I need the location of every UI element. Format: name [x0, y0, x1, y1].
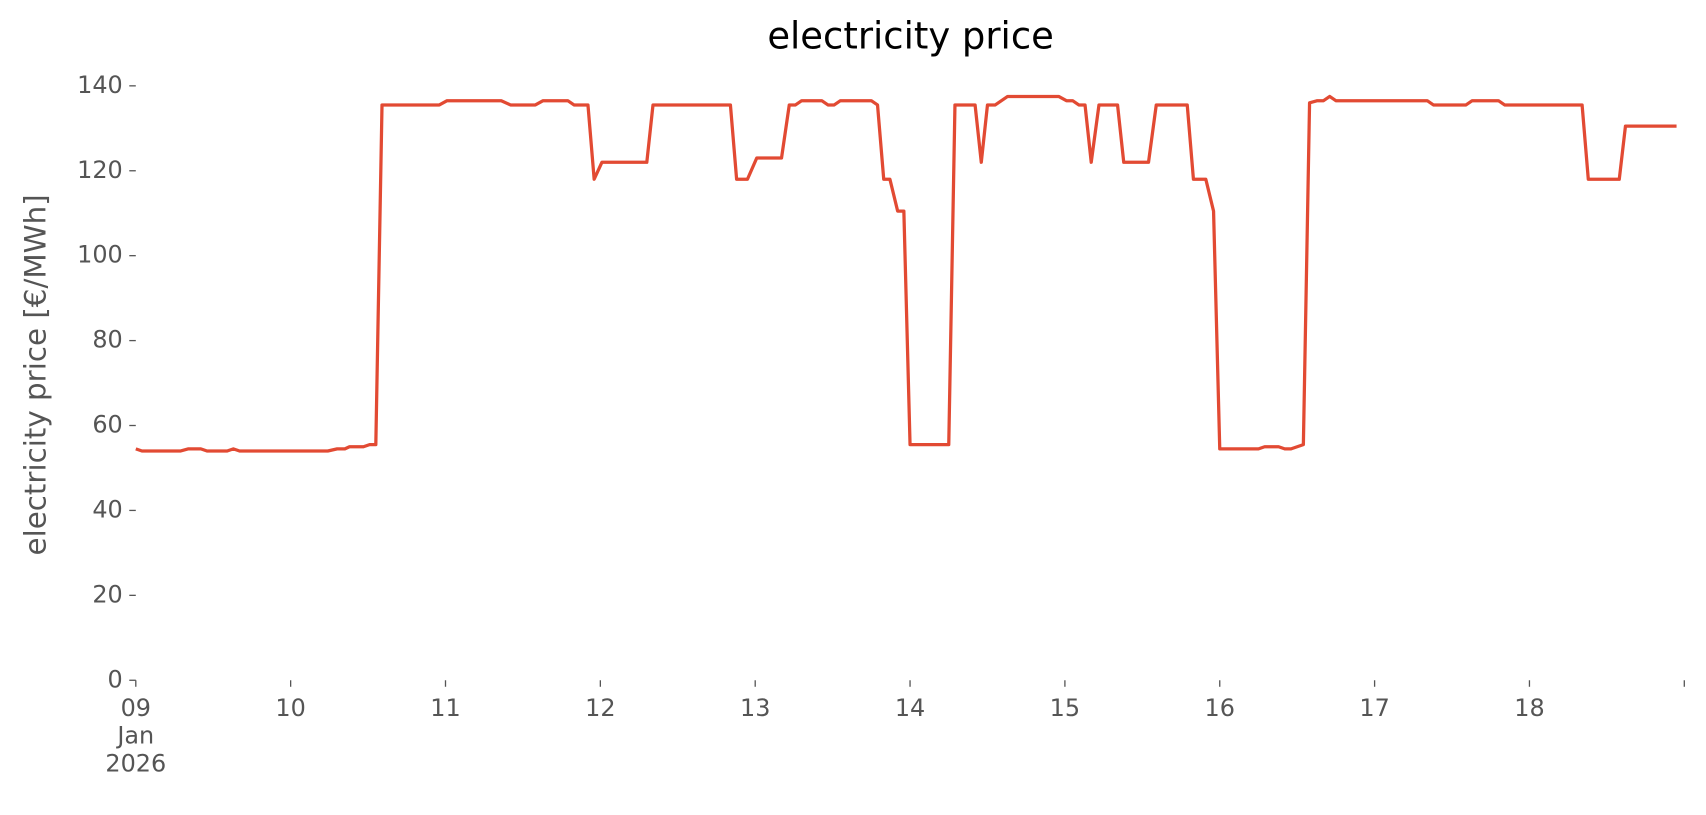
x-tick-label: 16 — [1204, 695, 1235, 723]
x-tick-label-box: 09 Jan 2026 — [105, 695, 167, 778]
x-tick-label-box: 18 — [1514, 695, 1545, 723]
x-tick-label: 17 — [1359, 695, 1390, 723]
x-tick-label: 13 — [739, 695, 771, 723]
y-tick-label: 20 — [92, 580, 122, 608]
y-axis-label: electricity price [€/MWh] — [18, 194, 52, 555]
chart-title: electricity price — [767, 15, 1054, 58]
y-tick-label: 0 — [108, 665, 123, 693]
x-tick-label: 12 — [585, 695, 616, 723]
y-tick-label: 40 — [92, 495, 122, 523]
y-tick-label: 140 — [77, 71, 123, 99]
x-tick-label: 15 — [1049, 695, 1081, 723]
x-tick-label-box: 14 — [894, 695, 926, 723]
line — [135, 94, 1677, 453]
x-tick-label-box: 11 — [430, 695, 461, 723]
x-tick-label-box: 16 — [1204, 695, 1235, 723]
y-tick-label: 60 — [92, 411, 122, 439]
x-tick-label: 10 — [275, 695, 306, 723]
x-tick-label-box: 17 — [1359, 695, 1390, 723]
y-tick-label: 80 — [92, 326, 122, 354]
y-tick-label: 120 — [77, 156, 123, 184]
x-tick-label-box: 13 — [739, 695, 771, 723]
x-tick-label-box: 15 — [1049, 695, 1081, 723]
x-tick-label-box: 10 — [275, 695, 306, 723]
x-tick-label-box: 12 — [585, 695, 616, 723]
x-tick-label: 11 — [430, 695, 461, 723]
x-tick-label: 14 — [894, 695, 926, 723]
x-tick-label: 18 — [1514, 695, 1545, 723]
x-tick-label: 09 Jan 2026 — [105, 695, 167, 778]
y-tick-label: 100 — [77, 241, 123, 269]
